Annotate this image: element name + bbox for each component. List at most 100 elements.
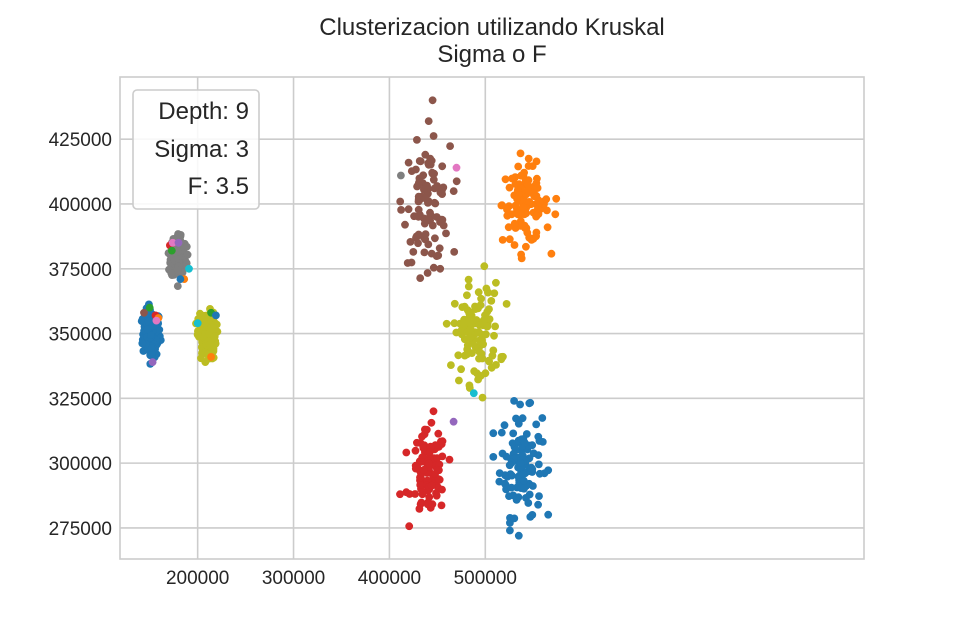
data-point <box>552 194 561 203</box>
data-point <box>469 389 478 398</box>
data-point <box>431 199 440 208</box>
data-point <box>510 514 519 523</box>
data-point <box>512 496 521 504</box>
data-point <box>519 470 528 478</box>
data-point <box>416 274 425 282</box>
data-point <box>401 220 409 229</box>
x-tick-label: 500000 <box>454 568 517 589</box>
data-point <box>484 288 493 297</box>
data-point <box>457 365 465 374</box>
data-point <box>420 248 429 257</box>
data-point <box>489 453 498 461</box>
data-point <box>450 248 459 256</box>
data-point <box>174 238 183 247</box>
data-point <box>513 195 521 203</box>
data-point <box>516 400 524 409</box>
data-point <box>474 328 483 336</box>
data-point <box>510 219 519 228</box>
data-point <box>421 230 430 239</box>
data-point <box>483 322 492 331</box>
data-point <box>497 428 506 437</box>
data-point <box>535 469 544 478</box>
data-point <box>148 358 157 366</box>
data-point <box>176 231 185 239</box>
data-point <box>409 248 418 256</box>
data-point <box>478 393 487 402</box>
data-point <box>538 414 547 422</box>
data-point <box>404 205 413 214</box>
x-axis-ticks: 200000 300000 400000 500000 <box>166 568 517 589</box>
data-point <box>479 340 487 349</box>
data-point <box>524 499 533 507</box>
data-point <box>405 490 414 498</box>
data-point <box>510 241 519 249</box>
data-point <box>420 185 428 194</box>
data-point <box>544 466 553 475</box>
data-point <box>482 330 490 339</box>
data-point <box>193 319 202 328</box>
data-point <box>421 150 430 159</box>
data-point <box>435 244 444 253</box>
data-point <box>543 223 552 232</box>
data-point <box>436 264 445 273</box>
data-point <box>416 481 425 489</box>
data-point <box>430 184 439 193</box>
data-point <box>419 466 428 474</box>
data-point <box>520 484 528 493</box>
data-point <box>510 397 518 405</box>
data-point <box>452 163 461 172</box>
data-point <box>455 376 463 385</box>
data-point <box>397 206 405 214</box>
chart-title: Clusterizacion utilizando Kruskal <box>319 14 665 41</box>
data-point <box>147 344 156 352</box>
grid-lines <box>120 77 864 559</box>
y-tick-label: 375000 <box>49 260 112 281</box>
data-point <box>458 303 467 311</box>
data-point <box>411 446 420 455</box>
data-point <box>417 498 426 507</box>
data-point <box>535 437 544 445</box>
data-point <box>483 307 492 316</box>
data-point <box>551 210 560 219</box>
data-point <box>463 341 472 350</box>
data-point <box>431 470 439 478</box>
data-point <box>480 262 489 271</box>
data-point <box>511 201 520 210</box>
data-point <box>432 491 441 500</box>
data-point <box>427 481 436 490</box>
data-point <box>447 361 455 369</box>
data-point <box>416 157 425 166</box>
data-point <box>412 165 420 174</box>
data-point <box>535 492 543 500</box>
data-point <box>437 501 446 510</box>
data-point <box>497 355 506 364</box>
data-point <box>418 432 426 441</box>
data-point <box>138 339 147 348</box>
annotation-sigma: Sigma: 3 <box>154 136 249 163</box>
data-point <box>475 347 484 356</box>
annotation-frame <box>132 89 260 210</box>
data-point <box>424 117 433 125</box>
data-point <box>507 483 516 492</box>
data-point <box>421 425 429 434</box>
data-point <box>495 469 504 477</box>
data-point <box>433 454 441 462</box>
data-point <box>520 221 529 230</box>
data-point <box>505 461 514 470</box>
data-point <box>140 308 148 317</box>
data-point <box>504 223 513 232</box>
data-point <box>495 477 504 486</box>
data-point <box>423 500 432 509</box>
data-point <box>425 448 434 456</box>
data-point <box>528 511 537 519</box>
data-point <box>419 444 428 452</box>
y-tick-label: 425000 <box>49 130 112 151</box>
data-point <box>205 340 214 349</box>
data-point <box>407 258 416 267</box>
data-point <box>193 330 202 339</box>
data-point <box>428 221 437 230</box>
data-point <box>491 322 499 331</box>
data-point <box>547 249 556 258</box>
data-point <box>454 351 463 360</box>
